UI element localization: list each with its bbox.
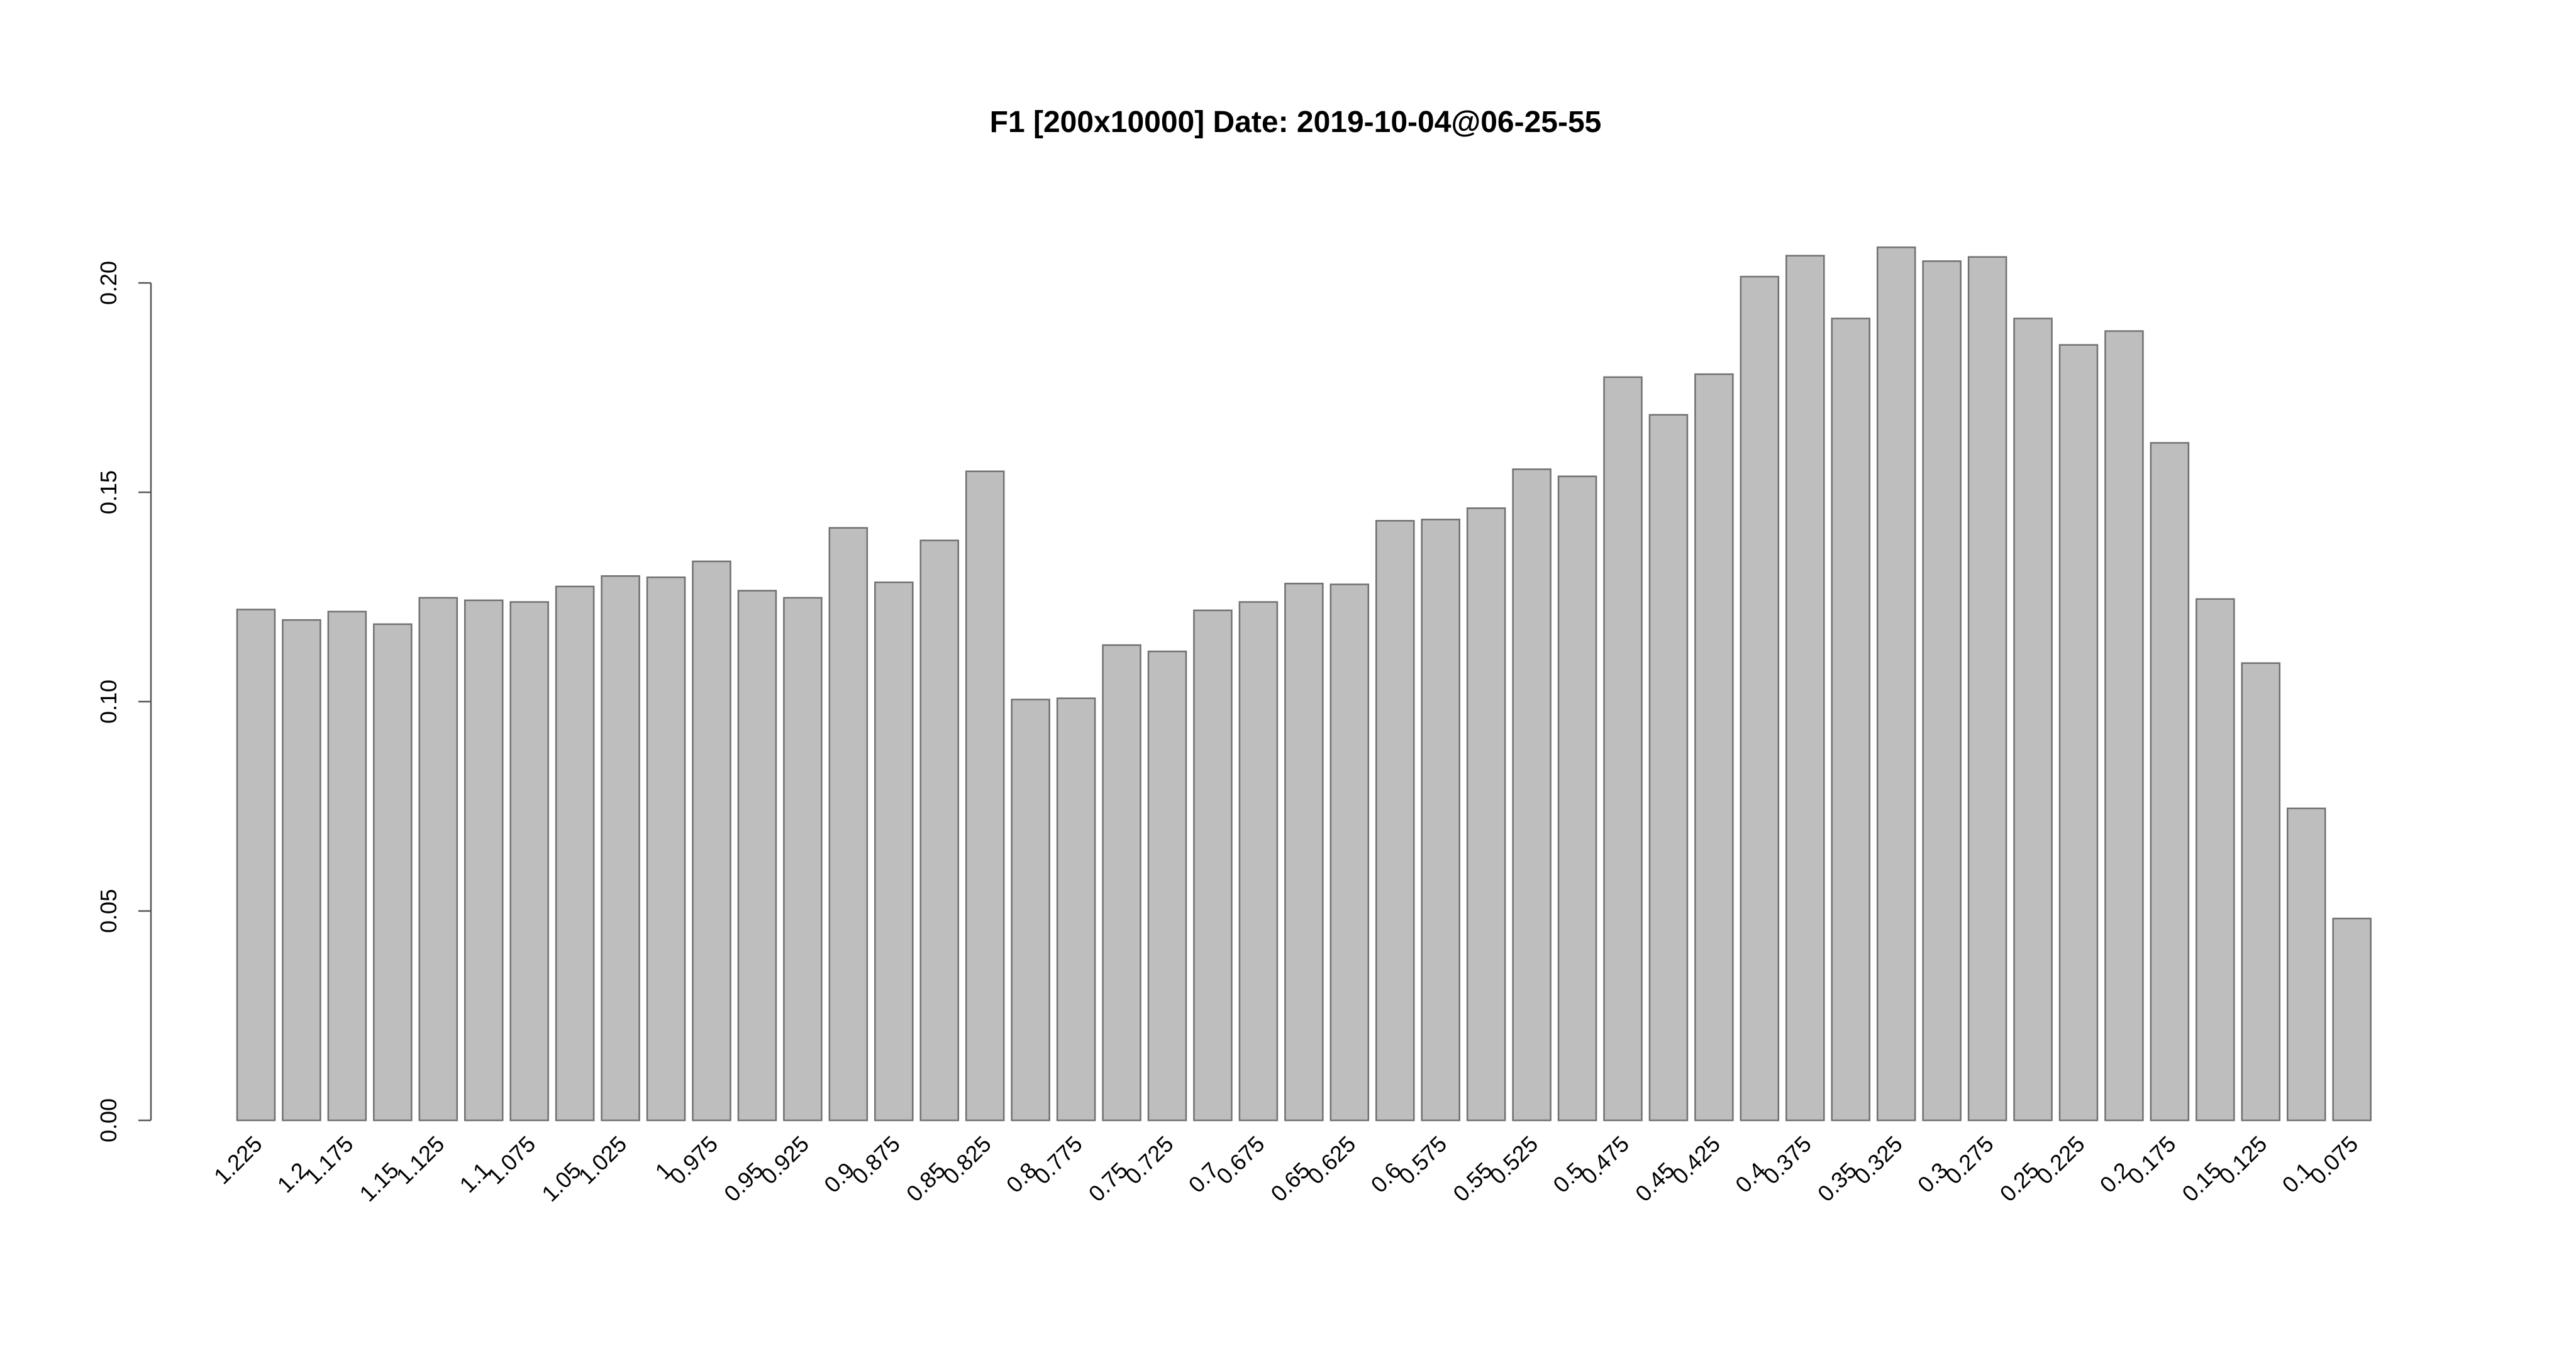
bar bbox=[1102, 644, 1141, 1122]
x-tick-label: 0.35 bbox=[1813, 1157, 1862, 1207]
x-tick-label: 0.875 bbox=[847, 1131, 905, 1190]
x-tick-label: 0.125 bbox=[2214, 1131, 2272, 1190]
bar bbox=[1922, 260, 1962, 1122]
bar bbox=[327, 610, 367, 1122]
x-tick-label: 0.95 bbox=[719, 1157, 769, 1207]
x-tick-label: 1.15 bbox=[354, 1157, 404, 1207]
x-tick-label: 0.425 bbox=[1667, 1131, 1725, 1190]
bar-series bbox=[236, 246, 2372, 1122]
x-tick-label: 0.775 bbox=[1029, 1131, 1087, 1190]
x-tick-label: 0.15 bbox=[2177, 1157, 2226, 1207]
bar bbox=[236, 609, 276, 1122]
bar bbox=[1967, 256, 2007, 1122]
bar bbox=[373, 623, 413, 1122]
bar bbox=[2013, 317, 2053, 1122]
bar bbox=[783, 597, 823, 1122]
bar bbox=[464, 599, 504, 1122]
x-tick-label: 0.725 bbox=[1120, 1131, 1179, 1190]
bar bbox=[1694, 373, 1734, 1122]
bar bbox=[2287, 807, 2326, 1122]
bar bbox=[1193, 609, 1233, 1122]
x-tick-label: 0.475 bbox=[1575, 1131, 1634, 1190]
bar bbox=[965, 470, 1005, 1122]
bar bbox=[1603, 376, 1643, 1122]
bar bbox=[1284, 582, 1324, 1122]
bar bbox=[2104, 330, 2144, 1122]
y-tick-label: 0.15 bbox=[96, 470, 121, 514]
x-tick-label: 0.275 bbox=[1940, 1131, 1999, 1190]
x-tick-label: 0.45 bbox=[1630, 1157, 1680, 1207]
bar bbox=[1056, 697, 1096, 1122]
bar bbox=[601, 575, 640, 1122]
x-tick-label: 1.125 bbox=[391, 1131, 450, 1190]
y-axis: 0.00 0.05 0.10 0.15 0.20 bbox=[96, 261, 152, 1142]
bar bbox=[418, 597, 458, 1122]
x-tick-label: 1.225 bbox=[209, 1131, 267, 1190]
bar bbox=[2058, 344, 2099, 1122]
bar bbox=[1011, 698, 1050, 1122]
bar bbox=[1785, 255, 1825, 1122]
bar bbox=[282, 619, 321, 1122]
bar bbox=[1421, 519, 1460, 1122]
x-tick-label: 1.175 bbox=[300, 1131, 358, 1190]
x-tick-label: 0.625 bbox=[1302, 1131, 1361, 1190]
x-tick-label: 0.925 bbox=[755, 1131, 814, 1190]
y-tick-label: 0.00 bbox=[96, 1098, 121, 1142]
bar bbox=[555, 585, 595, 1122]
bar bbox=[1740, 275, 1780, 1122]
bar bbox=[1330, 583, 1370, 1122]
bar bbox=[2150, 442, 2190, 1122]
bar bbox=[919, 539, 959, 1122]
bar bbox=[2241, 662, 2281, 1122]
x-tick-label: 0.675 bbox=[1211, 1131, 1270, 1190]
x-tick-label: 0.575 bbox=[1394, 1131, 1452, 1190]
x-tick-label: 0.825 bbox=[938, 1131, 996, 1190]
y-tick-label: 0.20 bbox=[96, 261, 121, 305]
x-tick-label: 0.375 bbox=[1758, 1131, 1816, 1190]
bar bbox=[828, 527, 869, 1122]
bar bbox=[509, 601, 549, 1122]
bar bbox=[1876, 246, 1916, 1122]
bar bbox=[1375, 520, 1415, 1122]
x-tick-label: 0.325 bbox=[1849, 1131, 1907, 1190]
x-tick-label: 0.55 bbox=[1448, 1157, 1497, 1207]
bar bbox=[874, 581, 914, 1122]
bar bbox=[1238, 601, 1279, 1122]
x-tick-label: 0.75 bbox=[1084, 1157, 1133, 1207]
x-tick-label: 0.525 bbox=[1485, 1131, 1543, 1190]
bar bbox=[1147, 650, 1187, 1122]
x-tick-label: 0.225 bbox=[2031, 1131, 2090, 1190]
x-tick-label: 0.175 bbox=[2123, 1131, 2181, 1190]
bar bbox=[692, 560, 731, 1122]
y-tick-label: 0.05 bbox=[96, 889, 121, 933]
x-tick-label: 0.975 bbox=[664, 1131, 723, 1190]
x-tick-label: 0.65 bbox=[1265, 1157, 1315, 1207]
bar bbox=[1512, 468, 1552, 1122]
x-tick-label: 1.025 bbox=[574, 1131, 632, 1190]
x-tick-label: 1.05 bbox=[536, 1157, 586, 1207]
bar bbox=[2196, 598, 2235, 1122]
chart-title: F1 [200x10000] Date: 2019-10-04@06-25-55 bbox=[990, 106, 1602, 139]
x-tick-label: 0.25 bbox=[1995, 1157, 2045, 1207]
bar bbox=[2332, 917, 2372, 1122]
x-tick-label: 0.075 bbox=[2305, 1131, 2363, 1190]
y-tick-label: 0.10 bbox=[96, 680, 121, 724]
x-tick-label: 1.075 bbox=[482, 1131, 541, 1190]
x-tick-label: 0.85 bbox=[901, 1157, 951, 1207]
bar bbox=[646, 576, 686, 1122]
bar bbox=[737, 590, 777, 1122]
bar bbox=[1557, 475, 1597, 1122]
bar bbox=[1466, 507, 1506, 1122]
bar bbox=[1648, 414, 1689, 1122]
bar bbox=[1831, 317, 1870, 1122]
